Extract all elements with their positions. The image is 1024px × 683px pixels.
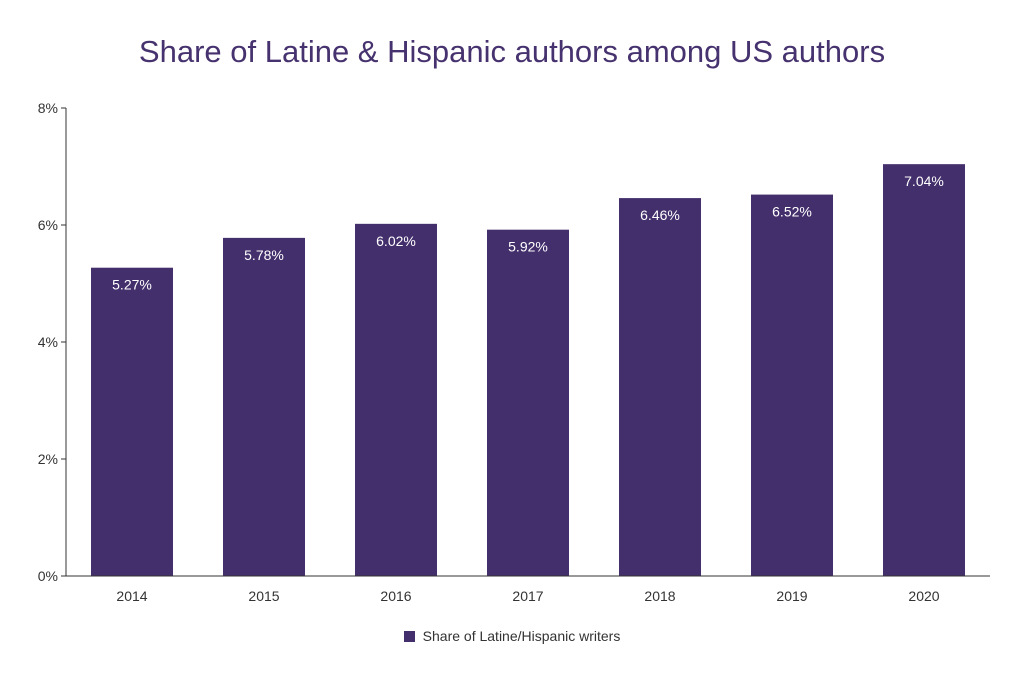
x-tick-label: 2015 bbox=[248, 588, 279, 604]
data-label-2019: 6.52% bbox=[772, 204, 812, 220]
y-tick-label: 4% bbox=[38, 334, 58, 350]
data-label-2016: 6.02% bbox=[376, 233, 416, 249]
x-tick-label: 2018 bbox=[644, 588, 675, 604]
y-tick-label: 0% bbox=[38, 568, 58, 584]
bar-2014 bbox=[91, 267, 173, 576]
legend-swatch bbox=[403, 630, 415, 642]
legend-label: Share of Latine/Hispanic writers bbox=[422, 628, 621, 644]
y-tick-label: 2% bbox=[38, 451, 58, 467]
data-label-2017: 5.92% bbox=[508, 239, 548, 255]
x-tick-label: 2017 bbox=[512, 588, 543, 604]
y-tick-label: 6% bbox=[38, 217, 58, 233]
y-axis: 0% 2% 4% 6% 8% bbox=[38, 100, 66, 584]
bars: 5.27% 5.78% 6.02% 5.92% 6.46% 6.52% 7.04% bbox=[91, 164, 965, 576]
bar-2018 bbox=[619, 198, 701, 576]
x-tick-label: 2019 bbox=[776, 588, 807, 604]
chart-title: Share of Latine & Hispanic authors among… bbox=[138, 34, 886, 69]
data-label-2015: 5.78% bbox=[244, 247, 284, 263]
bar-2016 bbox=[355, 223, 437, 576]
x-tick-label: 2020 bbox=[908, 588, 939, 604]
data-label-2018: 6.46% bbox=[640, 207, 680, 223]
bar-2017 bbox=[487, 229, 569, 576]
x-tick-label: 2014 bbox=[116, 588, 147, 604]
x-tick-label: 2016 bbox=[380, 588, 411, 604]
bar-2020 bbox=[883, 164, 965, 576]
x-axis: 2014 2015 2016 2017 2018 2019 2020 bbox=[116, 588, 939, 604]
legend: Share of Latine/Hispanic writers bbox=[0, 628, 1024, 644]
bar-2019 bbox=[751, 194, 833, 576]
y-tick-label: 8% bbox=[38, 100, 58, 116]
bar-2015 bbox=[223, 237, 305, 576]
data-label-2014: 5.27% bbox=[112, 277, 152, 293]
data-label-2020: 7.04% bbox=[904, 173, 944, 189]
